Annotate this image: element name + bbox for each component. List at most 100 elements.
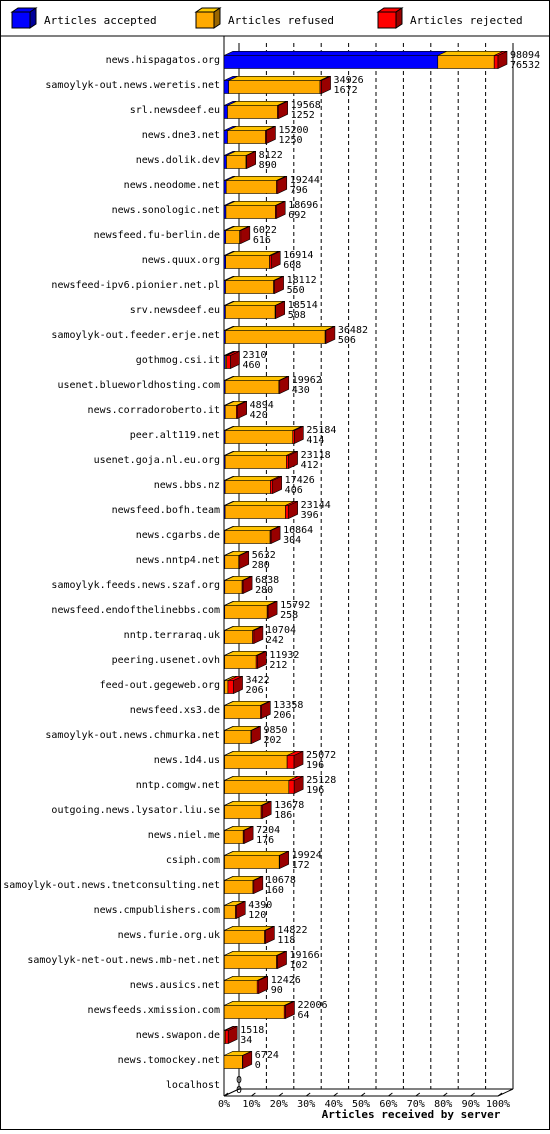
- bar-segment: [289, 781, 294, 794]
- category-label: srl.newsdeef.eu: [130, 105, 220, 116]
- bar-segment: [227, 131, 265, 144]
- accepted-label: 608: [283, 260, 301, 271]
- bar-segment-top: [229, 76, 329, 80]
- category-label: news.furie.org.uk: [118, 930, 220, 941]
- category-label: newsfeed.endofthelinebbs.com: [51, 605, 220, 616]
- bar-segment: [224, 131, 227, 144]
- accepted-label: 90: [271, 985, 283, 996]
- legend-swatch-side: [396, 8, 402, 28]
- accepted-label: 420: [250, 410, 268, 421]
- category-label: news.quux.org: [142, 255, 220, 266]
- legend-swatch: [378, 12, 396, 28]
- category-label: samoylyk.feeds.news.szaf.org: [51, 580, 220, 591]
- category-label: news.neodome.net: [124, 180, 220, 191]
- bar-segment-top: [224, 951, 285, 955]
- accepted-label: 118: [277, 935, 295, 946]
- category-label: samoylyk-out.news.weretis.net: [45, 80, 220, 91]
- category-label: newsfeeds.xmission.com: [88, 1005, 220, 1016]
- bar-segment: [224, 906, 235, 919]
- accepted-label: 396: [301, 510, 319, 521]
- category-label: news.cmpublishers.com: [94, 905, 220, 916]
- accepted-label: 460: [242, 360, 260, 371]
- accepted-label: 258: [280, 610, 298, 621]
- bar-segment: [225, 406, 236, 419]
- bar-segment: [225, 331, 325, 344]
- bar-segment: [228, 681, 234, 694]
- accepted-label: 412: [301, 460, 319, 471]
- bar-segment-top: [226, 276, 283, 280]
- accepted-label: 890: [259, 160, 277, 171]
- accepted-label: 414: [306, 435, 324, 446]
- bar-segment-top: [227, 101, 286, 105]
- category-label: nntp.terraraq.uk: [124, 630, 220, 641]
- bar-segment-top: [225, 376, 288, 380]
- bar-segment-top: [225, 426, 302, 430]
- category-label: news.bbs.nz: [154, 480, 220, 491]
- bar-segment: [225, 381, 279, 394]
- category-label: outgoing.news.lysator.liu.se: [51, 805, 220, 816]
- x-tick-label: 10%: [242, 1099, 260, 1110]
- bar-segment: [224, 931, 264, 944]
- bar-segment: [225, 431, 293, 444]
- bar-segment: [224, 981, 257, 994]
- bar-segment: [224, 81, 229, 94]
- bar-segment-top: [225, 776, 298, 780]
- accepted-label: 550: [287, 285, 305, 296]
- legend-label: Articles rejected: [410, 14, 523, 27]
- accepted-label: 202: [264, 735, 282, 746]
- accepted-label: 506: [338, 335, 356, 346]
- accepted-label: 206: [273, 710, 291, 721]
- category-label: csiph.com: [166, 855, 220, 866]
- bar-segment: [226, 156, 246, 169]
- bar-segment: [226, 256, 270, 269]
- bar-segment: [225, 306, 275, 319]
- accepted-label: 196: [306, 785, 324, 796]
- accepted-label: 304: [283, 535, 301, 546]
- bar-segment: [224, 956, 276, 969]
- bar-segment: [438, 56, 494, 69]
- bar-segment: [226, 181, 276, 194]
- accepted-label: 76532: [510, 60, 540, 71]
- accepted-label: 176: [256, 835, 274, 846]
- bar-segment-top: [225, 451, 295, 455]
- category-label: localhost: [166, 1080, 220, 1091]
- bar-segment: [225, 731, 251, 744]
- category-label: news.dolik.dev: [136, 155, 220, 166]
- x-tick-label: 20%: [270, 1099, 288, 1110]
- category-label: samoylyk-out.feeder.erje.net: [51, 330, 220, 341]
- bar-segment-top: [225, 301, 284, 305]
- bar-segment: [270, 481, 272, 494]
- accepted-label: 796: [290, 185, 308, 196]
- x-tick-label: 0%: [218, 1099, 230, 1110]
- category-label: news.1d4.us: [154, 755, 220, 766]
- category-label: feed-out.gegeweb.org: [100, 680, 220, 691]
- category-label: news.niel.me: [148, 830, 220, 841]
- category-label: usenet.blueworldhosting.com: [57, 380, 220, 391]
- category-label: news.corradoroberto.it: [88, 405, 220, 416]
- bar-segment-top: [224, 1001, 293, 1005]
- accepted-label: 0: [255, 1060, 261, 1071]
- category-label: peering.usenet.ovh: [112, 655, 220, 666]
- bar-segment: [225, 481, 270, 494]
- category-label: peer.alt119.net: [130, 430, 220, 441]
- bar-segment-top: [438, 51, 503, 55]
- bar-segment: [224, 181, 226, 194]
- bar-segment: [225, 681, 228, 694]
- accepted-label: 120: [248, 910, 266, 921]
- bar-segment: [224, 831, 243, 844]
- bar-segment: [226, 231, 240, 244]
- category-label: news.sonologic.net: [112, 205, 220, 216]
- accepted-label: 34: [240, 1035, 252, 1046]
- legend-label: Articles accepted: [44, 14, 157, 27]
- bar-segment: [226, 206, 275, 219]
- accepted-label: 430: [292, 385, 310, 396]
- bar-segment: [227, 356, 231, 369]
- accepted-label: 102: [290, 960, 308, 971]
- bar-segment-top: [225, 751, 297, 755]
- bar-segment: [494, 56, 498, 69]
- accepted-label: 160: [266, 885, 284, 896]
- bar-segment: [225, 656, 257, 669]
- bar-segment: [225, 706, 261, 719]
- bar-segment-top: [225, 326, 334, 330]
